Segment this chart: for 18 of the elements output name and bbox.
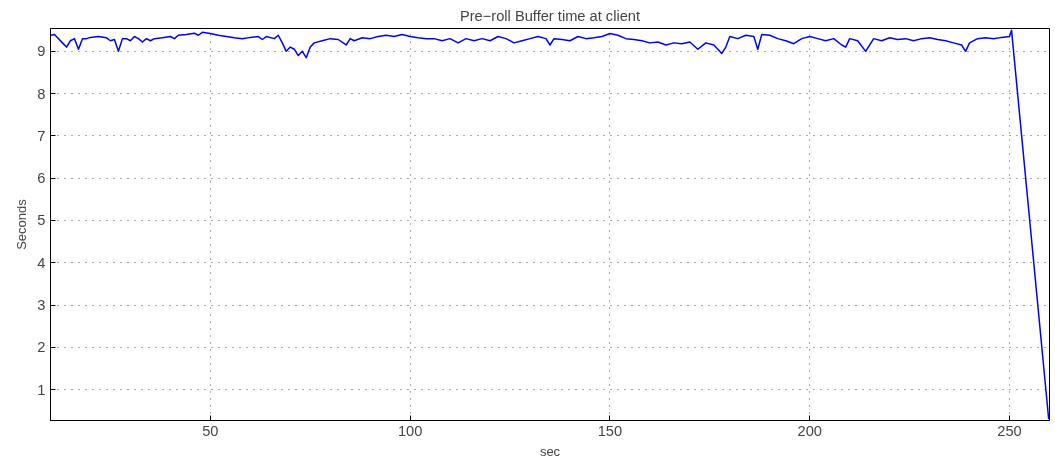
x-tick-label: 200 [797,422,822,439]
y-tick-label: 5 [37,212,46,229]
line-series [50,29,1050,420]
y-tick-label: 2 [37,339,46,356]
x-axis-title: sec [539,443,561,459]
x-tick-label: 250 [997,422,1022,439]
chart-title: Pre−roll Buffer time at client [459,7,641,24]
y-tick-label: 7 [37,127,46,144]
y-axis-title: Seconds [14,198,30,250]
y-tick-label: 6 [37,170,46,187]
y-tick-label: 4 [37,254,46,271]
y-tick-label: 8 [37,85,46,102]
y-tick-label: 9 [37,43,46,60]
x-tick-label: 100 [397,422,423,439]
y-tick-label: 1 [37,381,46,398]
x-tick-label: 150 [597,422,623,439]
y-tick-label: 3 [37,297,46,314]
x-tick-label: 50 [202,422,219,439]
